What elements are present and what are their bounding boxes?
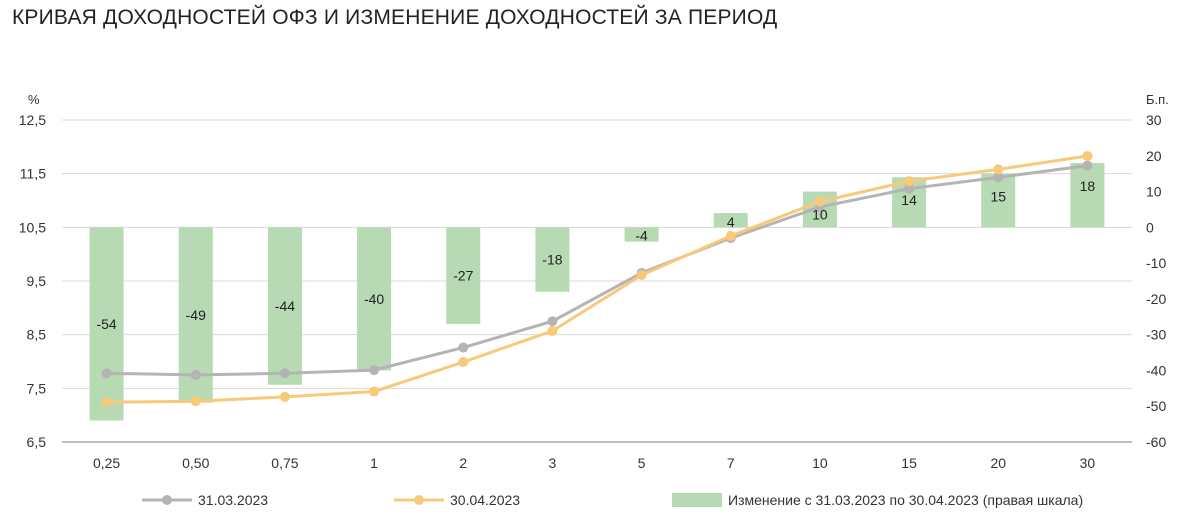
bar [1070,162,1105,228]
bar-data-label: 14 [901,192,917,208]
y-right-tick-label: 10 [1146,184,1162,200]
bar-data-label: -18 [542,252,562,268]
legend-point-marker [414,495,424,505]
x-tick-label: 0,25 [93,455,120,471]
x-tick-label: 20 [990,455,1006,471]
bar [535,227,570,292]
y-left-tick-label: 8,5 [27,327,47,343]
x-tick-label: 7 [727,455,735,471]
series-point [458,342,469,353]
x-tick-label: 2 [459,455,467,471]
x-tick-label: 1 [370,455,378,471]
axis-layer: 6,57,58,59,510,511,512,5-60-50-40-30-20-… [19,92,1169,471]
series-point [190,396,201,407]
y-left-tick-label: 6,5 [27,434,47,450]
bars-layer [89,162,1105,421]
bar-data-label: 15 [990,189,1006,205]
bar-data-label: 18 [1080,178,1096,194]
bar-data-label: 4 [727,214,735,230]
series-point [279,368,290,379]
lines-layer [101,150,1093,408]
bar-data-label: -44 [275,298,295,314]
series-point [190,369,201,380]
series-point [904,183,915,194]
chart-title: КРИВАЯ ДОХОДНОСТЕЙ ОФЗ И ИЗМЕНЕНИЕ ДОХОД… [12,6,778,29]
bar [89,227,124,421]
y-left-unit-label: % [28,92,40,107]
x-tick-label: 0,50 [182,455,209,471]
series-point [369,365,380,376]
series-point [547,325,558,336]
legend-label: Изменение с 31.03.2023 по 30.04.2023 (пр… [728,492,1083,508]
series-point [904,176,915,187]
bar [624,227,659,242]
y-left-tick-label: 9,5 [27,273,47,289]
series-point [1082,150,1093,161]
legend-label: 31.03.2023 [198,492,268,508]
series-point [725,230,736,241]
y-right-tick-label: -20 [1146,291,1166,307]
series-point [101,397,112,408]
bar-data-label: -4 [635,228,648,244]
bar-data-label: 10 [812,207,828,223]
series-point [279,391,290,402]
bar [357,227,392,371]
bar-data-label: -49 [186,307,206,323]
y-left-tick-label: 10,5 [19,219,46,235]
bar [446,227,481,324]
y-left-tick-label: 12,5 [19,112,46,128]
bar [981,173,1016,228]
bar [713,213,748,228]
x-tick-label: 3 [549,455,557,471]
series-point [101,368,112,379]
y-right-unit-label: Б.п. [1146,92,1169,107]
series-point [636,270,647,281]
y-right-tick-label: -10 [1146,255,1166,271]
y-right-tick-label: 30 [1146,112,1162,128]
bar [267,227,302,385]
series-line [106,164,1088,377]
series-point [369,386,380,397]
y-left-tick-label: 11,5 [20,166,46,182]
y-right-tick-label: -30 [1146,327,1166,343]
y-right-tick-label: -40 [1146,362,1166,378]
series-line [106,154,1088,404]
series-point [814,196,825,207]
legend-bar-marker [672,493,722,507]
y-right-tick-label: 20 [1146,148,1162,164]
grid-layer [62,119,1132,389]
series-point [1082,160,1093,171]
y-right-tick-label: -60 [1146,434,1166,450]
series-point [458,357,469,368]
series-point [547,316,558,327]
series-point [993,164,1004,175]
x-tick-label: 5 [638,455,646,471]
x-tick-label: 30 [1080,455,1096,471]
series-point [993,172,1004,183]
bar-data-label: -40 [364,291,384,307]
x-tick-label: 10 [812,455,828,471]
bar-data-label: -54 [96,316,116,332]
x-tick-label: 0,75 [271,455,298,471]
legend-label: 30.04.2023 [450,492,520,508]
y-right-tick-label: 0 [1146,219,1154,235]
legend-point-marker [162,495,172,505]
legend-layer: 31.03.2023 30.04.2023 Изменение с 31.03.20… [142,492,1083,508]
y-left-tick-label: 7,5 [27,380,47,396]
x-tick-label: 15 [901,455,917,471]
y-right-tick-label: -50 [1146,398,1166,414]
bar-data-label: -27 [453,268,473,284]
